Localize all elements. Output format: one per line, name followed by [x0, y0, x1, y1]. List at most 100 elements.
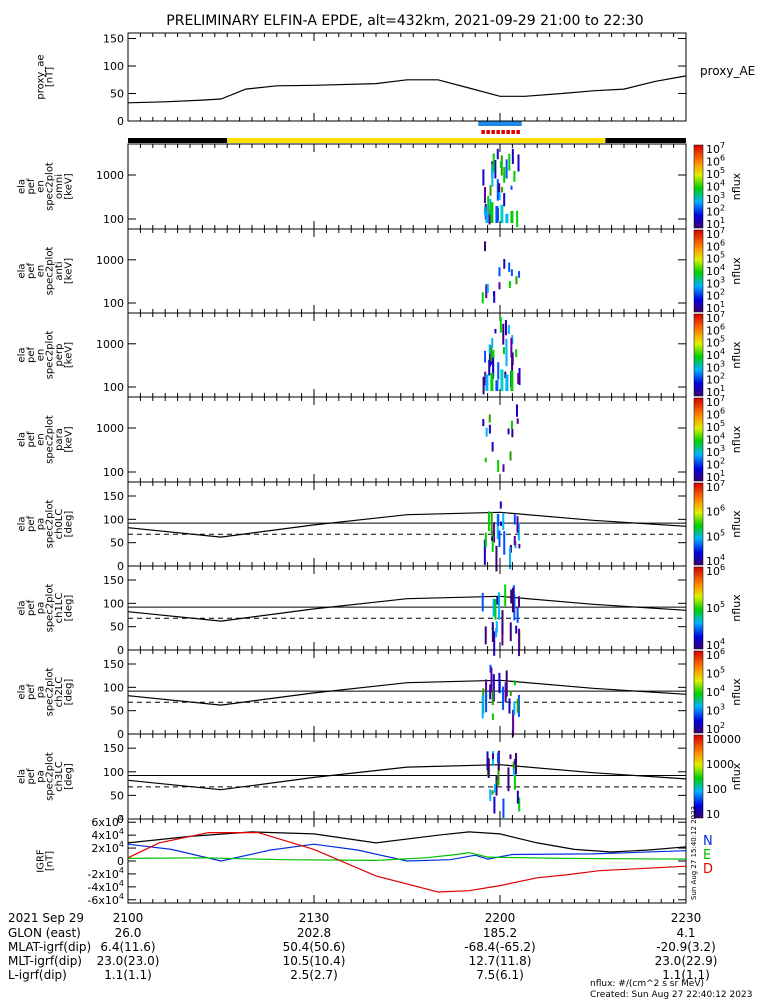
y-axis-label: perp [54, 344, 65, 367]
y-axis-label: spec2plot [45, 584, 56, 633]
colorbar-tick-label: 102 [706, 721, 725, 736]
colorbar-tick-label: 106 [706, 504, 725, 519]
flux-streak [511, 356, 514, 372]
flux-streak [515, 404, 518, 417]
flux-streak [492, 349, 495, 359]
flux-streak [494, 159, 497, 179]
flux-streak [487, 758, 490, 778]
side-stamp: Sun Aug 27 15:40:12 2023 [690, 806, 698, 900]
y-tick-label: 50 [110, 621, 124, 634]
flux-streak [518, 543, 521, 549]
flux-streak [509, 690, 512, 696]
flux-streak [497, 459, 500, 473]
flux-streak [493, 631, 496, 656]
colorbar-tick-label: 106 [706, 154, 725, 169]
ephem-value: -20.9(3.2) [656, 940, 716, 954]
colorbar-tick-label: 1000 [706, 758, 734, 771]
colorbar-tick-label: 104 [706, 553, 725, 568]
flux-streak [516, 418, 519, 424]
red-marker [496, 130, 500, 134]
red-marker [491, 130, 495, 134]
y-tick-label: 150 [103, 490, 124, 503]
flux-streak [484, 241, 487, 252]
flux-streak [505, 688, 508, 696]
status-segment [227, 138, 606, 143]
colorbar-tick-label: 105 [706, 166, 725, 181]
flux-streak [511, 587, 514, 613]
flux-streak [502, 513, 505, 531]
flux-streak [503, 259, 506, 269]
flux-streak [504, 371, 507, 379]
y-tick-label: 50 [110, 705, 124, 718]
colorbar-tick-label: 101 [706, 384, 725, 399]
flux-streak [502, 464, 505, 472]
flux-streak [510, 589, 513, 604]
igrf-E-line [127, 851, 687, 862]
y-axis-label: en [35, 349, 46, 362]
ephemeris-table: 2021 Sep 29 2100 2130 2200 2230 GLON (east) 26… [8, 911, 717, 982]
y-axis-label: pa [35, 686, 46, 698]
flux-streak [490, 372, 494, 391]
flux-streak [500, 369, 504, 391]
colorbar-tick-label: 101 [706, 469, 725, 484]
science-zone-bar [478, 121, 522, 126]
panel-frame [127, 565, 687, 651]
flux-streak [482, 376, 485, 395]
flux-streak [512, 709, 515, 737]
flux-streak [485, 284, 488, 299]
y-axis-label: [deg] [64, 763, 75, 790]
colorbar-tick-label: 103 [706, 191, 725, 206]
proxy-ae-line [127, 75, 687, 104]
flux-streak [513, 768, 516, 777]
y-tick-label: 0 [117, 813, 124, 826]
flux-streak [495, 206, 499, 223]
colorbar [693, 482, 704, 566]
red-marker [511, 130, 515, 134]
colorbar-tick-label: 103 [706, 703, 725, 718]
flux-streak [515, 752, 518, 775]
flux-streak [496, 596, 499, 605]
flux-streak [497, 362, 500, 380]
flux-streak [491, 337, 494, 348]
igrf-N-line [127, 843, 687, 862]
flux-streak [516, 698, 519, 713]
y-axis-label: ela [16, 347, 27, 362]
flux-streak [507, 767, 510, 792]
y-tick-label: 0 [117, 560, 124, 573]
flux-streak [497, 513, 500, 526]
colorbar-tick-label: 105 [706, 666, 725, 681]
y-tick-label: 100 [103, 766, 124, 779]
flux-streak [488, 344, 491, 354]
y-axis-label: pef [26, 178, 37, 195]
status-segment [128, 138, 228, 143]
flux-streak [491, 536, 494, 541]
y-tick-label: 50 [110, 789, 124, 802]
colorbar-label: nflux [730, 257, 743, 285]
red-marker [481, 130, 485, 134]
flux-streak [517, 522, 520, 541]
y-axis-label: [keV] [64, 426, 75, 452]
ephem-value: 185.2 [483, 926, 517, 940]
flux-streak [517, 596, 520, 608]
ephem-value: 7.5(6.1) [476, 968, 524, 982]
colorbar-tick-label: 103 [706, 444, 725, 459]
y-axis-label: omni [54, 174, 65, 199]
flux-streak [484, 350, 487, 363]
flux-streak [491, 622, 494, 630]
flux-streak [491, 164, 494, 176]
flux-streak [483, 206, 486, 216]
ephem-value: 1.1(1.1) [662, 968, 710, 982]
y-axis-label: spec2plot [45, 752, 56, 801]
flux-streak [490, 345, 493, 362]
flux-streak [510, 269, 513, 277]
flux-streak [509, 754, 512, 760]
y-axis-label: pef [26, 263, 37, 280]
flux-streak [492, 598, 495, 617]
y-axis-label: pa [35, 602, 46, 614]
ephem-row-label: MLAT-igrf(dip) [8, 940, 91, 954]
flux-streak [491, 170, 494, 187]
flux-streak [509, 547, 512, 570]
time-tick-label: 2230 [671, 911, 702, 925]
y-axis-label: ela [16, 516, 27, 531]
flux-streak [498, 282, 501, 290]
